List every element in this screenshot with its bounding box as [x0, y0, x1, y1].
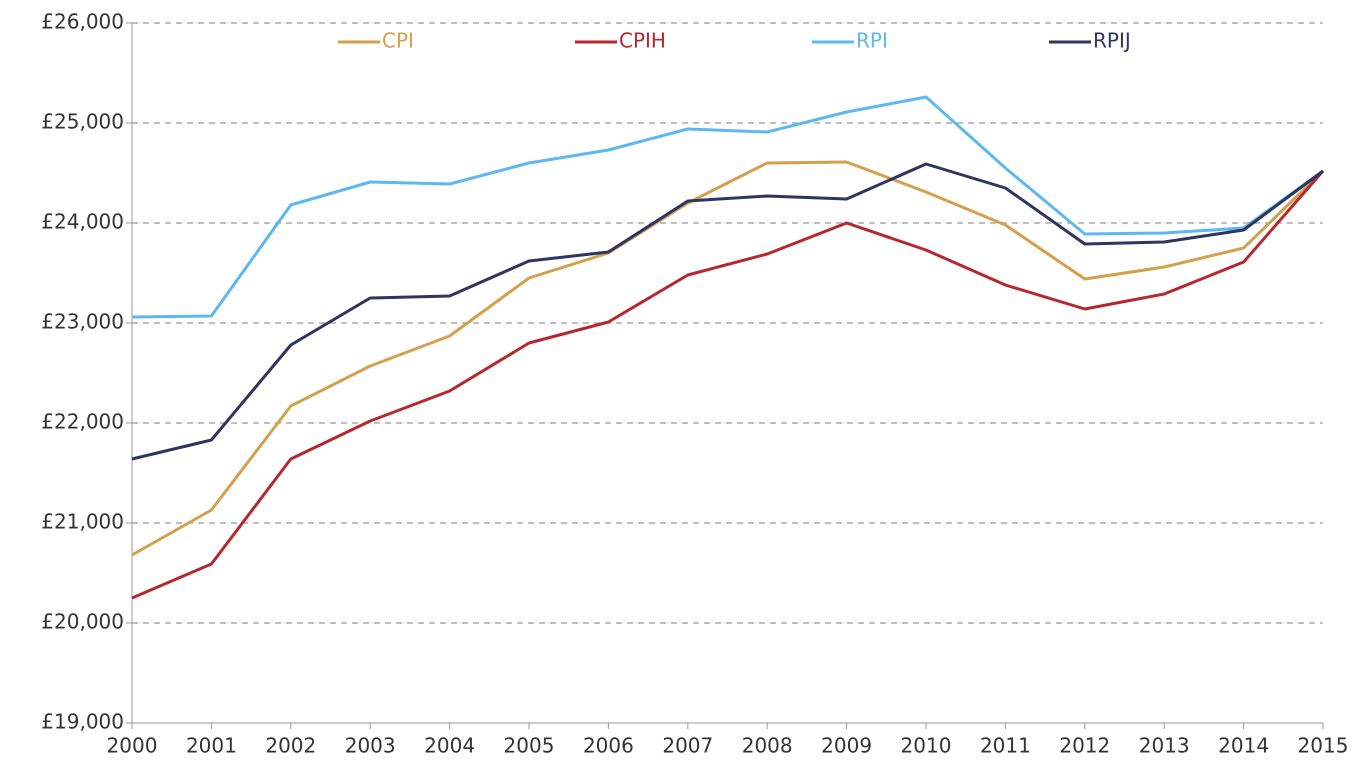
series-line [131, 160, 1325, 557]
x-tick-label: 2005 [504, 734, 555, 758]
x-tick-label: 2012 [1059, 734, 1110, 758]
series-line [131, 162, 1324, 461]
legend-label: CPIH [619, 29, 666, 53]
legend-label: CPI [382, 29, 414, 53]
x-tick-label: 2008 [742, 734, 793, 758]
y-tick-label: £22,000 [41, 410, 124, 434]
series-line [131, 95, 1324, 319]
series-line [131, 170, 1325, 600]
x-tick-label: 2010 [901, 734, 952, 758]
y-tick-label: £20,000 [41, 610, 124, 634]
x-tick-label: 2013 [1139, 734, 1190, 758]
x-tick-label: 2007 [662, 734, 713, 758]
x-tick-label: 2004 [424, 734, 475, 758]
y-tick-label: £21,000 [41, 510, 124, 534]
x-tick-label: 2011 [980, 734, 1031, 758]
x-tick-label: 2009 [821, 734, 872, 758]
y-tick-label: £26,000 [41, 10, 124, 34]
x-tick-label: 2015 [1298, 734, 1349, 758]
x-tick-label: 2003 [345, 734, 396, 758]
x-tick-label: 2001 [186, 734, 237, 758]
legend-label: RPIJ [1093, 29, 1131, 53]
x-tick-label: 2000 [107, 734, 158, 758]
x-tick-label: 2002 [265, 734, 316, 758]
legend-label: RPI [856, 29, 888, 53]
x-tick-label: 2006 [583, 734, 634, 758]
y-tick-label: £19,000 [41, 710, 124, 734]
y-tick-label: £25,000 [41, 110, 124, 134]
y-tick-label: £23,000 [41, 310, 124, 334]
x-tick-label: 2014 [1218, 734, 1269, 758]
y-tick-label: £24,000 [41, 210, 124, 234]
